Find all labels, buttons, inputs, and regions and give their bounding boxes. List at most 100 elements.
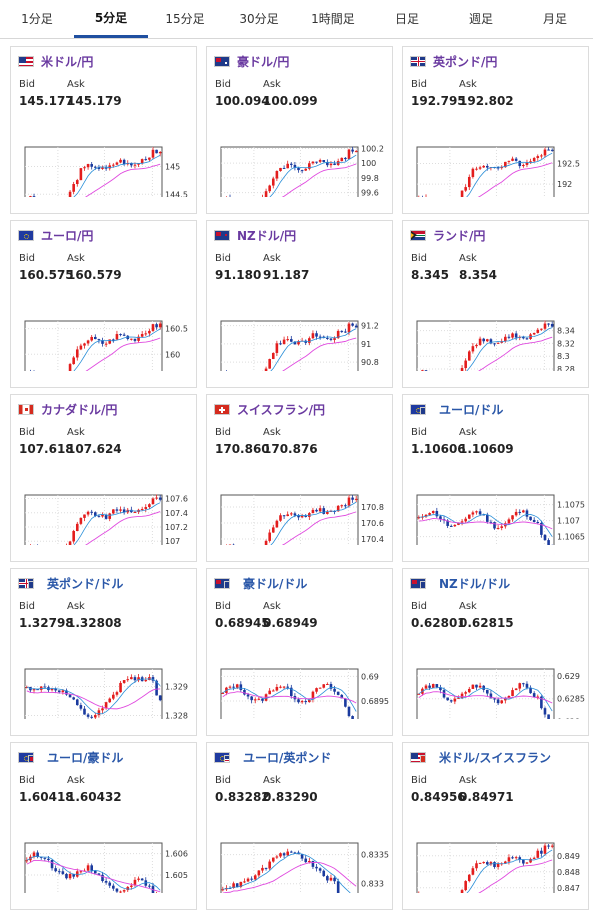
- pair-header[interactable]: ユーロ/豪ドル: [18, 749, 123, 765]
- pair-header[interactable]: NZドル/ドル: [410, 575, 510, 591]
- candle-body: [250, 696, 253, 701]
- y-tick-label: 107: [165, 537, 180, 545]
- candle-body: [333, 688, 336, 692]
- pair-name: ユーロ/ドル: [439, 402, 504, 417]
- price-chart[interactable]: 8.348.328.38.288.2619:2520:2521:25: [403, 271, 590, 371]
- pair-header[interactable]: カナダドル/円: [18, 401, 117, 417]
- pair-header[interactable]: 米ドル/円: [18, 53, 93, 69]
- rate-card[interactable]: ユーロ/ドル Bid Ask 1.10606 1.10609 1.1075 1.107 1.1…: [402, 394, 589, 562]
- price-chart[interactable]: 0.690.68950.68919:2520:2521:25: [207, 619, 394, 719]
- candle-body: [300, 854, 304, 859]
- rate-card[interactable]: ユーロ/英ポンドBidAsk0.832820.832900.83350.8331…: [206, 742, 393, 910]
- candle-body: [467, 874, 471, 882]
- rate-card[interactable]: スイスフラン/円 Bid Ask 170.860 170.876 170.8 170.6 17…: [206, 394, 393, 562]
- pair-header[interactable]: 英ポンド/ドル: [18, 575, 123, 591]
- candle-body: [122, 509, 126, 513]
- candle-body: [514, 688, 518, 691]
- rate-card[interactable]: 米ドル/円BidAsk145.177145.179145144.519:2520…: [10, 46, 197, 214]
- tab-1[interactable]: 1分足: [21, 12, 53, 26]
- candle-body: [108, 513, 112, 519]
- price-chart[interactable]: 160.5160159.519:2520:2521:25: [11, 271, 198, 371]
- candle-body: [460, 693, 464, 698]
- pair-header[interactable]: ランド/円: [410, 227, 485, 243]
- ask-label: Ask: [459, 775, 477, 786]
- rate-card[interactable]: NZドル/円BidAsk91.18091.18791.29190.890.619…: [206, 220, 393, 388]
- candle-body: [347, 497, 351, 506]
- rate-card[interactable]: ユーロ/円BidAsk160.575160.579160.5160159.519…: [10, 220, 197, 388]
- tab-7[interactable]: 週足: [468, 12, 493, 26]
- pair-header[interactable]: スイスフラン/円: [214, 401, 325, 417]
- rate-card[interactable]: カナダドル/円 Bid Ask 107.618 107.624 107.6 107.4 107…: [10, 394, 197, 562]
- moving-average-short: [466, 327, 553, 371]
- pair-header[interactable]: ユーロ/ドル: [410, 401, 503, 417]
- rate-card[interactable]: 英ポンド/円BidAsk192.795192.802192.5192191.51…: [402, 46, 589, 214]
- candle-body: [130, 677, 133, 680]
- candle-body: [97, 167, 101, 169]
- candle-body: [122, 890, 126, 892]
- candle-body: [536, 156, 540, 159]
- pair-name: NZドル/ドル: [439, 576, 511, 591]
- pair-header[interactable]: 英ポンド/円: [410, 53, 497, 69]
- candle-body: [496, 527, 500, 529]
- pair-header[interactable]: 豪ドル/ドル: [214, 575, 307, 591]
- candle-body: [57, 871, 61, 873]
- candle-body: [32, 196, 36, 197]
- rate-card[interactable]: 豪ドル/円 Bid Ask 100.094 100.099 100.2 100 99.8 99.…: [206, 46, 393, 214]
- candle-body: [119, 159, 122, 163]
- candle-body: [79, 345, 83, 350]
- ask-value: 0.62815: [459, 616, 514, 630]
- price-chart[interactable]: 192.5192191.519:2520:2521:25: [403, 97, 590, 197]
- ask-label: Ask: [263, 253, 281, 264]
- moving-average-long: [222, 691, 357, 704]
- tab-4[interactable]: 30分足: [239, 12, 279, 26]
- candle-body: [351, 323, 354, 326]
- pair-header[interactable]: ユーロ/円: [18, 227, 93, 243]
- candle-body: [311, 509, 315, 514]
- candle-body: [97, 710, 101, 716]
- candle-body: [475, 684, 478, 688]
- candle-body: [119, 334, 122, 336]
- candle-body: [464, 692, 467, 694]
- candle-body: [547, 323, 550, 325]
- rate-card[interactable]: 米ドル/スイスフラン Bid Ask 0.84956 0.84971 0.849 0.848…: [402, 742, 589, 910]
- candle-body: [25, 686, 29, 688]
- moving-average-short: [73, 154, 161, 197]
- pair-header[interactable]: 米ドル/スイスフラン: [410, 749, 551, 765]
- candle-body: [90, 716, 93, 718]
- tab-5[interactable]: 1時間足: [311, 12, 355, 26]
- candle-body: [457, 522, 460, 525]
- ask-value: 145.179: [67, 94, 122, 108]
- candle-body: [243, 881, 246, 883]
- moving-average-long: [85, 337, 161, 371]
- rate-card[interactable]: 豪ドル/ドルBidAsk0.689450.689490.690.68950.68…: [206, 568, 393, 736]
- rate-card[interactable]: ランド/円BidAsk8.3458.3548.348.328.38.288.26…: [402, 220, 589, 388]
- candle-body: [540, 328, 543, 330]
- tab-8[interactable]: 月足: [542, 12, 567, 26]
- tab-2[interactable]: 5分足: [74, 0, 148, 38]
- candle-body: [532, 158, 536, 162]
- rate-card[interactable]: 英ポンド/ドルBidAsk1.327981.328081.3291.32819:…: [10, 568, 197, 736]
- ask-label: Ask: [459, 253, 477, 264]
- candle-body: [158, 323, 162, 328]
- candle-body: [115, 692, 119, 695]
- tab-3[interactable]: 15分足: [165, 12, 205, 26]
- pair-header[interactable]: NZドル/円: [214, 227, 296, 243]
- tab-6[interactable]: 日足: [394, 12, 419, 26]
- pair-header[interactable]: 豪ドル/円: [214, 53, 289, 69]
- candle-body: [308, 860, 311, 863]
- pair-header[interactable]: ユーロ/英ポンド: [214, 749, 331, 765]
- candle-body: [228, 686, 232, 688]
